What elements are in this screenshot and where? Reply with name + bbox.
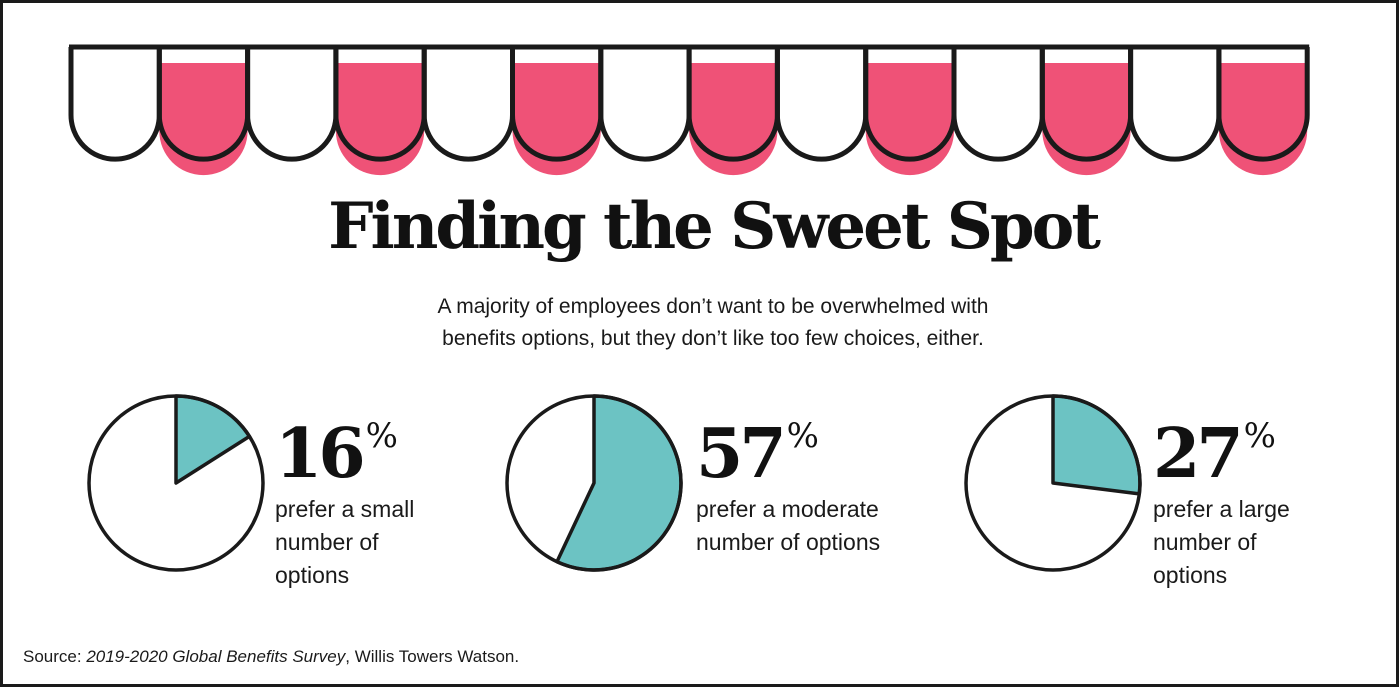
awning-scallop — [951, 47, 1045, 162]
stat-label-line: options — [275, 562, 350, 588]
source-note: Source: 2019-2020 Global Benefits Survey… — [23, 647, 519, 667]
stat-description: prefer a large number of options — [1153, 493, 1290, 592]
source-suffix: , Willis Towers Watson. — [345, 647, 520, 666]
stat-value: 16% — [275, 401, 414, 489]
awning-pink-stripe — [335, 63, 425, 176]
awning-scallop — [510, 47, 604, 162]
awning-scallop — [863, 47, 957, 162]
pie-chart-small — [87, 394, 265, 572]
awning-pink-stripe — [1042, 63, 1131, 176]
stat-number: 57 — [696, 414, 787, 494]
awning-scallop — [421, 47, 515, 162]
source-prefix: Source: — [23, 647, 87, 666]
awning-scallop — [156, 47, 251, 162]
pie-outline — [87, 394, 265, 572]
percent-sign: % — [786, 416, 819, 456]
awning-decoration — [68, 44, 1310, 176]
pie-chart-large — [964, 394, 1142, 572]
awning-pink-stripe — [159, 63, 248, 176]
pie-outline — [505, 394, 683, 572]
stat-small: 16% prefer a small number of options — [275, 401, 414, 592]
stat-number: 16 — [275, 414, 366, 494]
stat-label-line: prefer a large — [1153, 496, 1290, 522]
pie-outline — [964, 394, 1142, 572]
stat-number: 27 — [1153, 414, 1244, 494]
subtitle: A majority of employees don’t want to be… — [363, 291, 1063, 355]
pie-slice-highlight — [1051, 394, 1142, 496]
stat-label-line: prefer a small — [275, 496, 415, 522]
stat-value: 57% — [696, 401, 880, 489]
stat-value: 27% — [1153, 401, 1290, 489]
subtitle-line-1: A majority of employees don’t want to be… — [437, 295, 989, 318]
awning-scallop — [1039, 47, 1134, 162]
stat-description: prefer a moderate number of options — [696, 493, 880, 559]
awning-pink-stripe — [865, 63, 954, 176]
stat-label-line: options — [1153, 562, 1228, 588]
awning-scallop — [598, 47, 692, 162]
page-title: Finding the Sweet Spot — [328, 189, 1101, 264]
stat-label-line: number of — [275, 529, 379, 555]
stat-label-line: prefer a moderate — [696, 496, 879, 522]
pie-chart-moderate — [505, 394, 683, 572]
awning-pink-stripe — [689, 63, 778, 176]
percent-sign: % — [1243, 416, 1276, 456]
awning-scallop — [333, 47, 427, 162]
subtitle-line-2: benefits options, but they don’t like to… — [442, 327, 984, 350]
awning-scallop — [68, 47, 162, 162]
awning-scallop — [686, 47, 780, 162]
awning-pink-stripe — [1218, 63, 1308, 176]
awning-scallop — [245, 47, 339, 162]
stat-label-line: number of options — [696, 529, 881, 555]
source-survey-title: 2019-2020 Global Benefits Survey — [86, 647, 346, 666]
percent-sign: % — [365, 416, 398, 456]
stat-label-line: number of — [1153, 529, 1257, 555]
stat-description: prefer a small number of options — [275, 493, 414, 592]
awning-scallop — [774, 47, 869, 162]
stat-moderate: 57% prefer a moderate number of options — [696, 401, 880, 559]
awning-scallop — [1128, 47, 1222, 162]
awning-scallop — [1216, 47, 1310, 162]
stat-large: 27% prefer a large number of options — [1153, 401, 1290, 592]
awning-pink-stripe — [512, 63, 601, 176]
